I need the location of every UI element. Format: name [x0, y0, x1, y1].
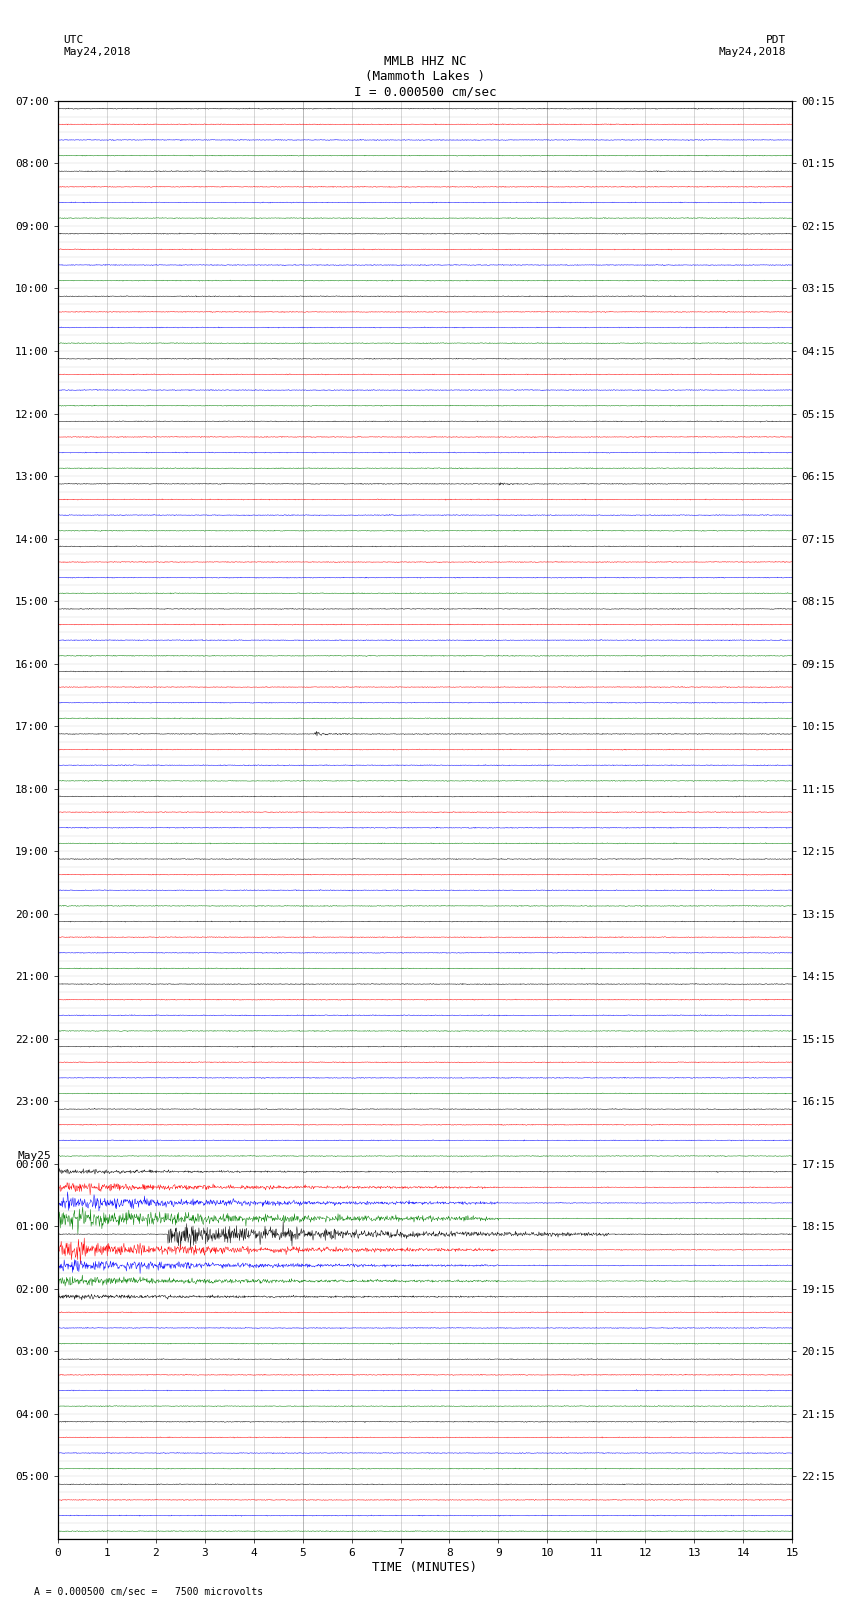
Text: PDT: PDT [766, 35, 786, 45]
Text: May25: May25 [17, 1152, 51, 1161]
Text: May24,2018: May24,2018 [64, 47, 131, 56]
Text: A = 0.000500 cm/sec =   7500 microvolts: A = 0.000500 cm/sec = 7500 microvolts [34, 1587, 264, 1597]
X-axis label: TIME (MINUTES): TIME (MINUTES) [372, 1561, 478, 1574]
Text: UTC: UTC [64, 35, 84, 45]
Text: May24,2018: May24,2018 [719, 47, 786, 56]
Title: MMLB HHZ NC
(Mammoth Lakes )
I = 0.000500 cm/sec: MMLB HHZ NC (Mammoth Lakes ) I = 0.00050… [354, 55, 496, 98]
